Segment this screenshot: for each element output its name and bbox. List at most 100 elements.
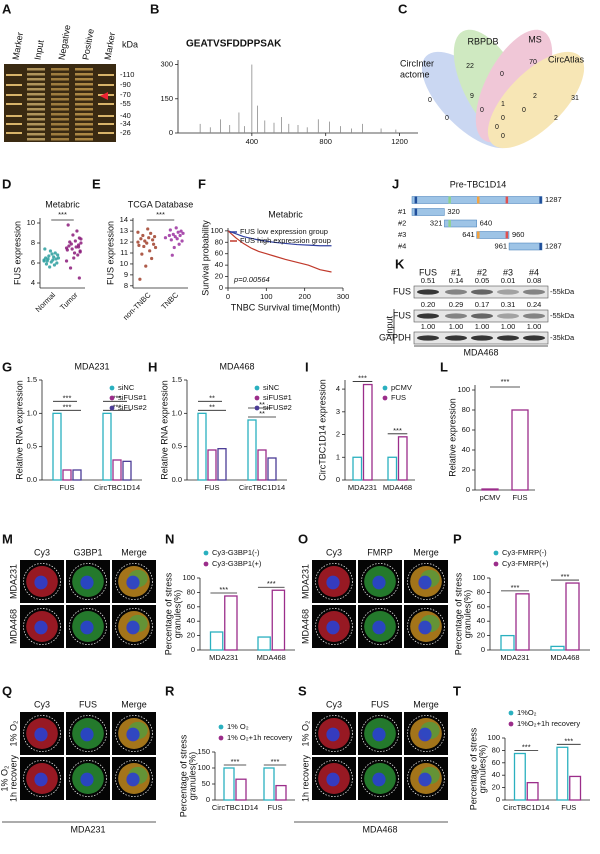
- decoration: [34, 727, 48, 742]
- decoration: [497, 313, 519, 319]
- data-point: [146, 227, 150, 231]
- quantification: 0.51: [421, 276, 436, 285]
- y-tick-label: 150: [197, 747, 210, 756]
- chart-title: Metabric: [45, 199, 80, 209]
- bar: [526, 781, 539, 801]
- decoration: [80, 620, 94, 635]
- decoration: [505, 196, 509, 204]
- data-point: [167, 233, 171, 238]
- row-label: 1h recovery: [8, 754, 18, 802]
- lane-label: #3: [503, 267, 513, 277]
- decoration: [27, 128, 45, 131]
- chart-title: TCGA Database: [128, 199, 194, 209]
- decoration: [75, 88, 93, 91]
- decoration: [418, 772, 432, 787]
- significance: ***: [113, 402, 122, 411]
- venn-count: 0: [428, 97, 432, 104]
- bar: [197, 412, 207, 481]
- venn-count: 0: [445, 115, 449, 122]
- marker-size: -55: [120, 99, 131, 108]
- decoration: [418, 727, 432, 742]
- venn-count: 31: [571, 95, 579, 102]
- x-tick-label: Normal: [34, 290, 58, 314]
- decoration: [27, 123, 45, 126]
- decoration: [411, 208, 445, 216]
- data-point: [147, 236, 151, 240]
- y-tick-label: 60: [462, 425, 470, 434]
- y-axis-label: Relative RNA expression: [159, 380, 169, 480]
- significance: ***: [63, 393, 72, 402]
- x-tick-label: FUS: [268, 803, 283, 812]
- y-tick-label: 0.5: [172, 442, 182, 451]
- venn-count: 0: [522, 107, 526, 114]
- x-tick-label: MDA231: [500, 653, 529, 662]
- y-axis-label: granules(%): [462, 590, 472, 639]
- data-point: [71, 233, 75, 237]
- y-tick-label: 80: [492, 745, 500, 754]
- y-tick-label: 0.0: [172, 475, 182, 484]
- legend-label: 1% O₂+1h recovery: [227, 733, 292, 742]
- y-tick-label: 40: [215, 260, 223, 269]
- data-point: [140, 252, 144, 256]
- decoration: [27, 113, 45, 116]
- legend-marker: [493, 550, 499, 556]
- y-tick-label: 9: [124, 270, 128, 279]
- decoration: [115, 608, 153, 645]
- venn-set: [487, 51, 585, 149]
- position-label: 960: [512, 230, 525, 239]
- y-tick-label: 8: [31, 238, 35, 247]
- set-label: CircAtlas: [548, 54, 585, 64]
- data-point: [48, 249, 53, 253]
- x-tick-label: MDA231: [348, 483, 377, 492]
- decoration: [115, 715, 153, 752]
- bar: [387, 456, 398, 481]
- venn-count: 22: [466, 63, 474, 70]
- position-label: 320: [447, 207, 460, 216]
- bar: [207, 449, 217, 481]
- y-tick-label: 20: [462, 465, 470, 474]
- position-label: 961: [495, 241, 508, 250]
- decoration: [75, 78, 93, 81]
- decoration: [23, 563, 61, 600]
- data-point: [180, 239, 184, 243]
- data-point: [171, 232, 175, 237]
- data-point: [179, 229, 183, 233]
- x-tick-label: CircTBC1D14: [212, 803, 258, 812]
- y-tick-label: 20: [477, 631, 485, 640]
- decoration: [418, 620, 432, 635]
- row-label: FUS: [393, 310, 411, 320]
- panel-letter: B: [150, 1, 159, 16]
- x-tick-label: FUS: [205, 483, 220, 492]
- set-label: RBPDB: [467, 36, 498, 46]
- legend-label: Cy3-G3BP1(+): [212, 559, 262, 568]
- column-label: Merge: [121, 699, 147, 709]
- decoration: [445, 289, 467, 295]
- legend-marker: [382, 395, 388, 401]
- fragment-name: #3: [398, 230, 406, 239]
- y-tick-label: 40: [187, 616, 195, 625]
- decoration: [75, 138, 93, 141]
- decoration: [27, 138, 45, 141]
- x-tick-label: 1200: [391, 137, 408, 146]
- y-tick-label: 1.0: [27, 408, 37, 417]
- decoration: [6, 123, 22, 125]
- y-tick-label: 0: [206, 795, 210, 804]
- decoration: [417, 335, 439, 341]
- y-tick-label: 100: [457, 385, 470, 394]
- bar: [550, 645, 565, 651]
- legend-label: 1%O₂+1h recovery: [517, 719, 580, 728]
- significance: **: [259, 400, 265, 409]
- construct-title: Pre-TBC1D14: [450, 179, 507, 189]
- quantification: 1.00: [475, 322, 490, 331]
- bar: [62, 469, 72, 481]
- row-label: MDA231: [300, 564, 310, 599]
- data-point: [78, 250, 82, 254]
- bar: [397, 436, 408, 481]
- decoration: [23, 715, 61, 752]
- decoration: [414, 208, 418, 216]
- column-label: FUS: [79, 699, 97, 709]
- panel-letter: S: [298, 683, 307, 698]
- bar: [275, 784, 287, 801]
- decoration: [505, 231, 509, 239]
- significance: ***: [501, 377, 510, 386]
